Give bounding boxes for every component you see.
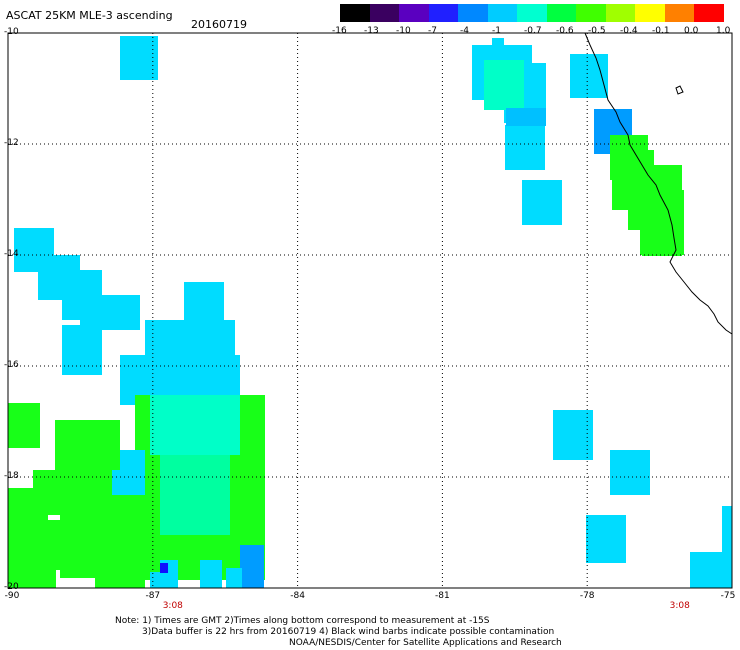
- scale-label: -7: [428, 26, 437, 36]
- scale-swatch: [546, 4, 577, 22]
- scale-label: -13: [364, 26, 379, 36]
- longitude-label: -75: [720, 591, 736, 601]
- coastline: [584, 32, 733, 335]
- longitude-label: -78: [579, 591, 595, 601]
- wind-cell: [150, 395, 240, 455]
- note-line-2: 3)Data buffer is 22 hrs from 20160719 4)…: [142, 627, 555, 637]
- map-date: 20160719: [191, 18, 247, 31]
- wind-cell: [492, 38, 504, 48]
- longitude-label: -87: [145, 591, 161, 601]
- island-outline: [675, 85, 684, 95]
- wind-cell: [506, 108, 546, 126]
- wind-cell: [628, 190, 684, 230]
- wind-cell: [226, 568, 242, 588]
- latitude-label: -14: [4, 249, 19, 259]
- latitude-label: -18: [4, 471, 19, 481]
- wind-cell: [62, 325, 102, 375]
- wind-cell: [484, 60, 524, 110]
- wind-cell: [55, 420, 120, 470]
- wind-cell: [505, 125, 545, 170]
- wind-cell: [200, 560, 222, 588]
- longitude-label: -81: [435, 591, 450, 601]
- color-scale-bar: [340, 4, 725, 22]
- wind-cell: [642, 250, 682, 256]
- scale-swatch: [694, 4, 725, 22]
- wind-cell: [160, 563, 168, 573]
- scale-label: 0.0: [684, 26, 699, 36]
- longitude-label: -90: [4, 591, 20, 601]
- wind-cell: [8, 530, 48, 575]
- scale-label: -0.7: [524, 26, 542, 36]
- wind-cell: [145, 320, 235, 360]
- scale-label: 1.0: [716, 26, 731, 36]
- latitude-label: -20: [4, 582, 19, 592]
- note-line-1: Note: 1) Times are GMT 2)Times along bot…: [115, 616, 490, 626]
- footnotes: Note: 1) Times are GMT 2)Times along bot…: [115, 616, 562, 649]
- scale-swatch: [428, 4, 459, 22]
- wind-cell: [570, 54, 608, 98]
- scale-swatch: [458, 4, 489, 22]
- wind-cell: [722, 506, 732, 556]
- wind-cell: [522, 180, 562, 225]
- wind-cell: [120, 36, 158, 80]
- wind-cell: [610, 450, 650, 495]
- map-title: ASCAT 25KM MLE-3 ascending: [6, 9, 173, 22]
- wind-cell: [240, 545, 264, 588]
- scale-label: -0.1: [652, 26, 670, 36]
- wind-cell: [150, 572, 160, 588]
- scale-label: -10: [396, 26, 411, 36]
- scale-swatch: [635, 4, 666, 22]
- scale-swatch: [664, 4, 695, 22]
- wind-cell: [553, 410, 593, 460]
- scale-label: -0.5: [588, 26, 606, 36]
- scale-swatch: [576, 4, 607, 22]
- map-frame: [7, 32, 733, 589]
- wind-cell: [80, 295, 140, 330]
- scale-label: -0.4: [620, 26, 638, 36]
- scale-label: -16: [332, 26, 347, 36]
- scale-label: -0.6: [556, 26, 574, 36]
- wind-cell: [8, 403, 40, 448]
- scale-swatch: [399, 4, 430, 22]
- wind-cell: [112, 470, 132, 495]
- time-label: 3:08: [669, 601, 690, 611]
- scale-swatch: [487, 4, 518, 22]
- longitude-label: -84: [290, 591, 305, 601]
- scale-swatch: [369, 4, 400, 22]
- latitude-label: -10: [4, 27, 19, 37]
- latitude-label: -16: [4, 360, 19, 370]
- note-line-3: NOAA/NESDIS/Center for Satellite Applica…: [289, 638, 562, 648]
- scale-label: -1: [492, 26, 501, 36]
- scale-label: -4: [460, 26, 469, 36]
- scale-swatch: [340, 4, 371, 22]
- scale-swatch: [517, 4, 548, 22]
- time-label: 3:08: [162, 601, 183, 611]
- wind-cell: [690, 552, 732, 588]
- wind-cell: [160, 455, 230, 535]
- latitude-label: -12: [4, 138, 19, 148]
- scale-swatch: [605, 4, 636, 22]
- wind-cell: [586, 515, 626, 563]
